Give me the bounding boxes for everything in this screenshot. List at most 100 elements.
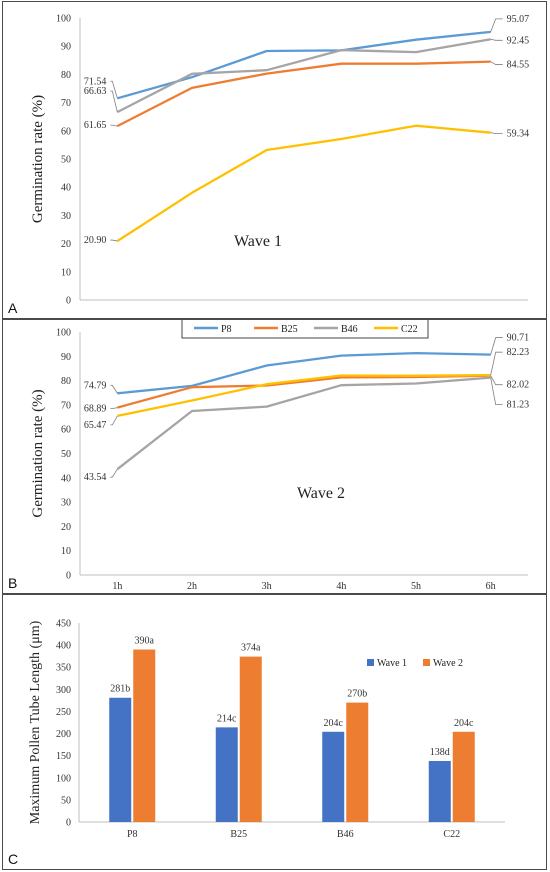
data-label-leader (490, 38, 503, 41)
y-tick-label: 0 (66, 818, 71, 829)
bar-wave2-p8 (133, 649, 156, 822)
y-tick-label: 150 (56, 751, 71, 762)
y-axis-title: Germination rate (%) (30, 95, 46, 223)
y-tick-label: 60 (61, 126, 71, 137)
data-label-leader (110, 239, 118, 242)
data-label: 82.23 (507, 347, 529, 358)
y-tick-label: 80 (61, 376, 71, 387)
data-label: 68.89 (84, 404, 107, 415)
y-tick-label: 200 (56, 729, 71, 740)
data-label: 90.71 (507, 333, 529, 344)
bar-wave1-c22 (428, 760, 451, 822)
x-tick-label: P8 (127, 829, 138, 840)
data-label-leader (110, 468, 118, 478)
panel-letter-c: C (8, 851, 19, 867)
wave2-line-chart: 0 10 20 30 40 50 60 70 80 90 100 1h 2h 3h 4h 5h 6h Germin… (30, 320, 529, 593)
y-tick-label: 350 (56, 663, 71, 674)
wave1-line-chart: 0 10 20 30 40 50 60 70 80 90 100 Germination rate (… (30, 14, 529, 307)
chart-plot: 0 10 20 30 40 50 60 70 80 90 100 1h 2h 3h 4h 5h 6h Germin… (30, 328, 529, 593)
data-label-leader (490, 351, 503, 376)
x-tick-label: 4h (336, 581, 346, 592)
bar-data-label: 374a (241, 643, 261, 654)
legend-label-p8: P8 (221, 324, 232, 335)
series-line-b25 (116, 60, 491, 128)
data-label: 43.54 (84, 472, 107, 483)
chart-title: Wave 1 (234, 233, 282, 250)
series-line-b46 (116, 376, 491, 471)
data-label: 82.02 (507, 380, 529, 391)
data-label-leader (110, 415, 118, 426)
y-tick-label: 40 (61, 183, 71, 194)
y-tick-label: 50 (61, 795, 71, 806)
legend-label-b25: B25 (281, 324, 298, 335)
series-line-c22 (116, 124, 491, 243)
y-tick-label: 80 (61, 70, 71, 81)
y-tick-label: 70 (61, 98, 71, 109)
bar-wave2-b46 (346, 702, 369, 822)
y-tick-label: 70 (61, 400, 71, 411)
bar-data-label: 204c (324, 718, 344, 729)
data-label-leader (110, 407, 118, 409)
y-tick-label: 100 (56, 14, 71, 25)
legend-label-b46: B46 (341, 324, 358, 335)
y-tick-label: 0 (66, 296, 71, 307)
bar-wave2-c22 (452, 731, 475, 822)
y-tick-label: 30 (61, 211, 71, 222)
chart-plot: 0 10 20 30 40 50 60 70 80 90 100 Germination rate (… (30, 14, 529, 307)
x-tick-label: 5h (411, 581, 421, 592)
bar-data-label: 214c (217, 713, 237, 724)
x-tick-label: B25 (230, 829, 247, 840)
y-axis-title: Germination rate (%) (30, 389, 46, 517)
panel-a: 0 10 20 30 40 50 60 70 80 90 100 Germination rate (… (2, 1, 547, 319)
y-tick-label: 60 (61, 425, 71, 436)
x-tick-label: 6h (486, 581, 496, 592)
series-line-c22 (117, 374, 491, 418)
y-tick-label: 450 (56, 619, 71, 630)
legend-label: Wave 1 (377, 658, 407, 669)
y-tick-label: 20 (61, 522, 71, 533)
legend-swatch-wave2 (423, 659, 430, 666)
bar-data-label: 281b (110, 684, 130, 695)
data-label: 61.65 (84, 120, 107, 131)
y-tick-label: 100 (56, 773, 71, 784)
series-line-b25 (116, 374, 491, 409)
bar-data-label: 270b (347, 689, 367, 700)
data-label-leader (110, 384, 118, 394)
data-label: 95.07 (507, 14, 529, 25)
bar-wave1-b25 (215, 727, 238, 822)
y-tick-label: 30 (61, 498, 71, 509)
y-tick-label: 90 (61, 42, 71, 53)
data-label: 81.23 (507, 400, 529, 411)
x-tick-label: 2h (187, 581, 197, 592)
data-label-leader (110, 80, 118, 99)
y-tick-label: 40 (61, 473, 71, 484)
y-tick-label: 0 (66, 571, 71, 582)
panel-letter-a: A (8, 300, 18, 316)
data-label: 59.34 (507, 129, 529, 140)
data-label: 92.45 (507, 35, 529, 46)
y-tick-label: 400 (56, 641, 71, 652)
legend: Wave 1 Wave 2 (367, 658, 463, 669)
bar-data-label: 390a (135, 636, 155, 647)
y-tick-label: 100 (56, 328, 71, 339)
y-tick-label: 20 (61, 239, 71, 250)
legend-label-c22: C22 (401, 324, 418, 335)
y-axis-title: Maximum Pollen Tube Length (μm) (28, 620, 43, 824)
data-label-leader (490, 18, 503, 33)
data-label: 65.47 (84, 420, 107, 431)
bar-data-label: 138d (430, 747, 450, 758)
data-label: 20.90 (84, 235, 107, 246)
y-tick-label: 10 (61, 267, 71, 278)
series-line-b46 (116, 38, 491, 114)
legend-box (181, 320, 429, 339)
data-label-leader (490, 337, 503, 355)
data-label-leader (490, 61, 503, 65)
bar-wave1-b46 (322, 731, 345, 822)
y-tick-label: 50 (61, 449, 71, 460)
panel-c: 0 50 100 150 200 250 300 350 400 450 P8 281b 390a B25… (2, 594, 547, 870)
bar-wave2-b25 (239, 656, 262, 822)
series-line-p8 (117, 351, 491, 395)
data-label-leader (110, 90, 118, 113)
data-label: 71.54 (84, 76, 107, 87)
data-label-leader (490, 377, 503, 406)
